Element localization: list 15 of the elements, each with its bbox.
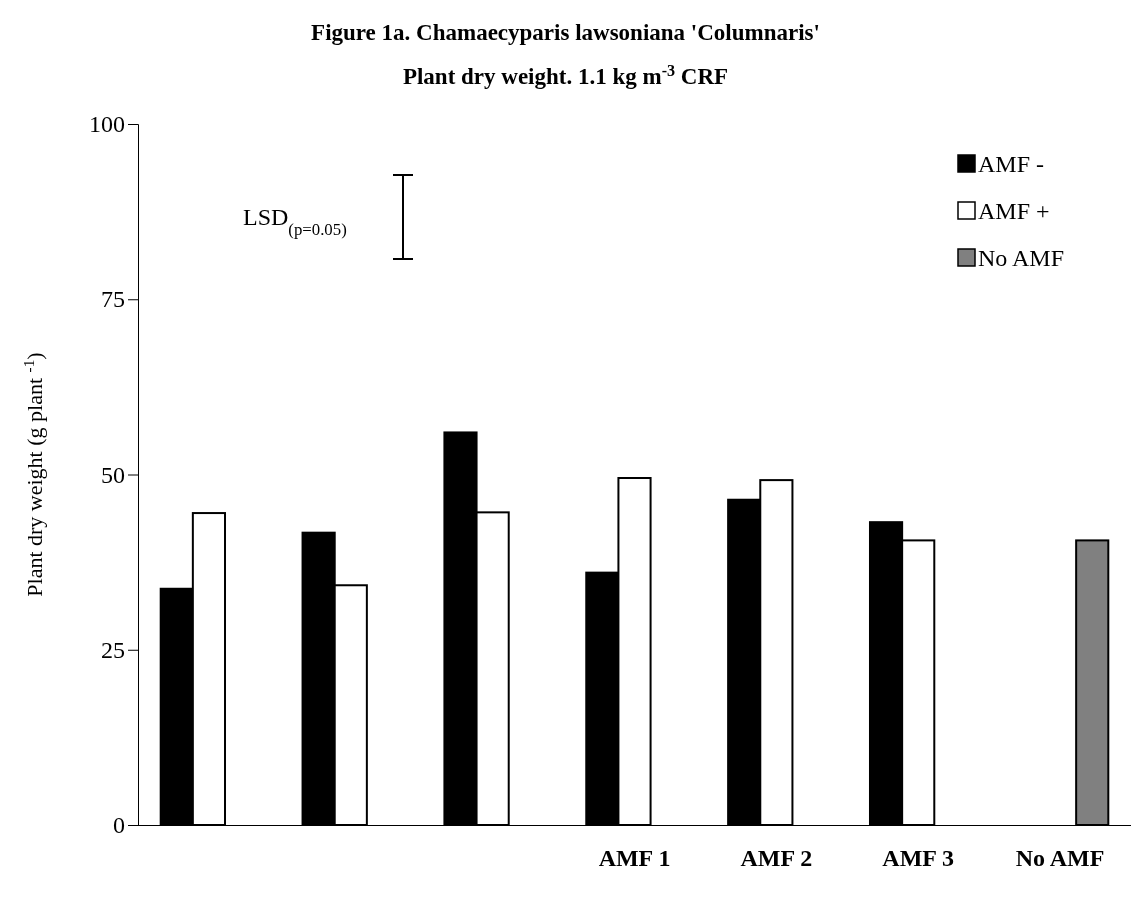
legend-label: AMF - [978, 151, 1045, 177]
x-tick-label: AMF 1 [598, 845, 671, 872]
x-tick-label: No AMF [1015, 845, 1105, 872]
legend-label: AMF + [978, 198, 1050, 224]
chart-subtitle: Plant dry weight. 1.1 kg m$^{-3}$ CRF [402, 61, 729, 89]
y-tick-label: 75 [101, 286, 125, 313]
chart-title: Figure 1a. Chamaecyparis lawsoniana 'Columnaris' [311, 20, 820, 45]
x-tick-label: AMF 3 [882, 845, 955, 872]
y-tick-label: 50 [101, 461, 125, 488]
legend-label: No AMF [978, 245, 1065, 271]
x-tick-label: AMF 2 [740, 845, 813, 872]
y-tick-label: 100 [89, 111, 125, 138]
y-tick-label: 25 [101, 636, 125, 663]
annotation: LSD$_{(p=0.05)}$ [243, 204, 347, 239]
y-tick-label: 0 [113, 812, 125, 839]
